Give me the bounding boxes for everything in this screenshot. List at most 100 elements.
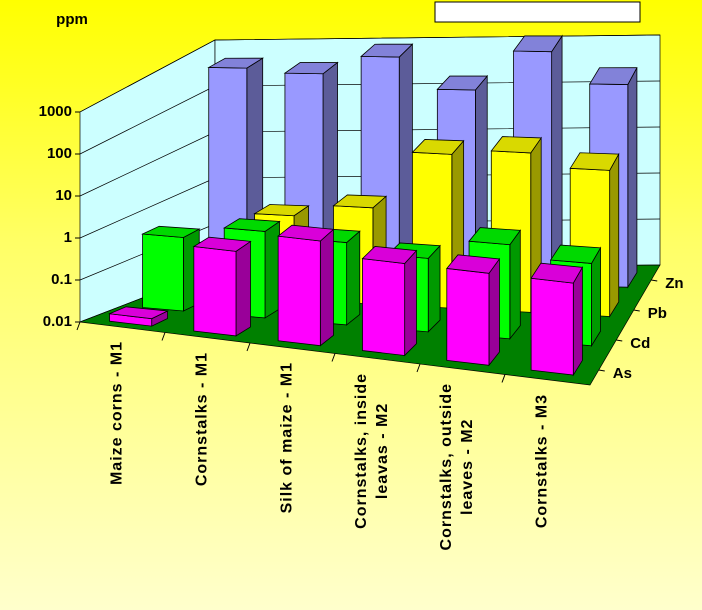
bar-top — [332, 194, 388, 209]
bar-top-shade — [446, 254, 500, 274]
bar-top — [360, 43, 414, 58]
bar-top-shade — [284, 62, 338, 74]
bar-side-shade — [573, 267, 583, 376]
y-tick-label: 0.01 — [43, 313, 72, 330]
bar-side-shade — [236, 241, 251, 336]
series-label: Pb — [648, 305, 667, 322]
y-tick-label: 10 — [55, 187, 72, 204]
bar-top — [490, 136, 542, 154]
bar-side-shade — [591, 247, 601, 346]
bar-side-shade — [151, 311, 168, 327]
bar-top — [468, 227, 522, 246]
bar-side-shade — [399, 44, 413, 284]
bar — [277, 224, 335, 347]
bar-front — [446, 267, 490, 366]
bar — [446, 254, 501, 367]
bar-front — [362, 258, 406, 356]
bar-top — [192, 236, 252, 252]
bar-top-shade — [570, 152, 619, 171]
y-axis-label: ppm — [56, 11, 88, 28]
bar-front — [277, 235, 321, 347]
bar-top — [253, 204, 310, 217]
bar-top — [141, 225, 201, 238]
depth-tick — [651, 279, 658, 282]
depth-tick — [616, 339, 623, 342]
bar-top-shade — [589, 67, 637, 85]
bar-top-shade — [550, 245, 601, 264]
bar-top-shade — [193, 237, 251, 252]
x-tick-label: Cornstalks - M1 — [193, 351, 210, 486]
bar-top — [107, 306, 169, 320]
x-tick-label: Cornstalks, inside leavas - M2 — [352, 372, 391, 529]
bar-top — [549, 244, 602, 264]
bar-top-shade — [437, 76, 488, 90]
series-label: As — [613, 365, 632, 382]
bar-side-shade — [265, 221, 280, 318]
grid-line — [79, 34, 661, 113]
bar-top-shade — [333, 194, 387, 208]
bar-top-shade — [531, 263, 583, 284]
bar-top-shade — [362, 246, 417, 264]
bar — [107, 306, 169, 327]
bar-top-shade — [361, 44, 413, 58]
bar-top — [361, 246, 418, 264]
bar-top — [207, 57, 265, 69]
bar-top-shade — [469, 227, 521, 245]
depth-tick — [633, 309, 640, 312]
y-tick-label: 0.1 — [51, 271, 72, 288]
bar-top-shade — [254, 204, 309, 216]
series-label: Cd — [630, 335, 650, 352]
bar-top — [436, 75, 489, 91]
bar-front — [530, 277, 574, 376]
bar-side-shade — [346, 231, 360, 325]
bar-top-shade — [513, 35, 563, 52]
bar-top-shade — [208, 58, 263, 69]
x-tick-label: Silk of maize - M1 — [278, 362, 295, 514]
bar-top — [589, 67, 638, 85]
bar-top-shade — [491, 136, 542, 153]
x-tick-label: Cornstalks, outside leaves - M2 — [437, 383, 476, 551]
bar-top — [530, 262, 584, 284]
bar — [192, 236, 252, 337]
x-tick — [76, 321, 81, 331]
bar-side-shade — [488, 259, 500, 366]
depth-tick — [598, 369, 605, 372]
y-tick-label: 1000 — [39, 103, 72, 120]
bar — [361, 246, 418, 357]
legend-box — [434, 1, 641, 23]
bar — [530, 262, 584, 377]
bar-side-shade — [404, 250, 417, 356]
bar-top — [277, 224, 335, 242]
bar-top — [446, 254, 501, 274]
x-tick — [416, 363, 421, 373]
bar-top-shade — [278, 225, 334, 242]
bar-top — [569, 152, 620, 171]
y-tick-label: 1 — [64, 229, 72, 246]
bar-side-shade — [551, 35, 563, 286]
x-tick — [246, 342, 251, 352]
bar-top — [222, 218, 281, 232]
x-tick-label: Cornstalks - M3 — [533, 393, 550, 528]
bar-side-shade — [320, 229, 334, 346]
bar-side-shade — [509, 230, 521, 339]
bar-front — [142, 233, 184, 312]
bar-front — [193, 246, 237, 337]
series-label: Zn — [665, 275, 683, 292]
x-tick — [161, 332, 166, 341]
bar-top-shade — [412, 139, 464, 155]
x-tick — [331, 353, 336, 362]
bar-top-shade — [224, 218, 280, 232]
y-tick-label: 100 — [47, 145, 72, 162]
bar — [141, 225, 201, 312]
bar-top — [411, 139, 465, 155]
x-tick — [501, 374, 506, 383]
bar-top — [283, 62, 339, 75]
bar-top-shade — [109, 306, 168, 319]
bar-side-shade — [428, 245, 441, 332]
bar-side-shade — [609, 154, 619, 317]
bar-top — [512, 35, 563, 53]
x-tick-label: Maize corns - M1 — [108, 341, 125, 486]
bar-side-shade — [627, 67, 637, 288]
